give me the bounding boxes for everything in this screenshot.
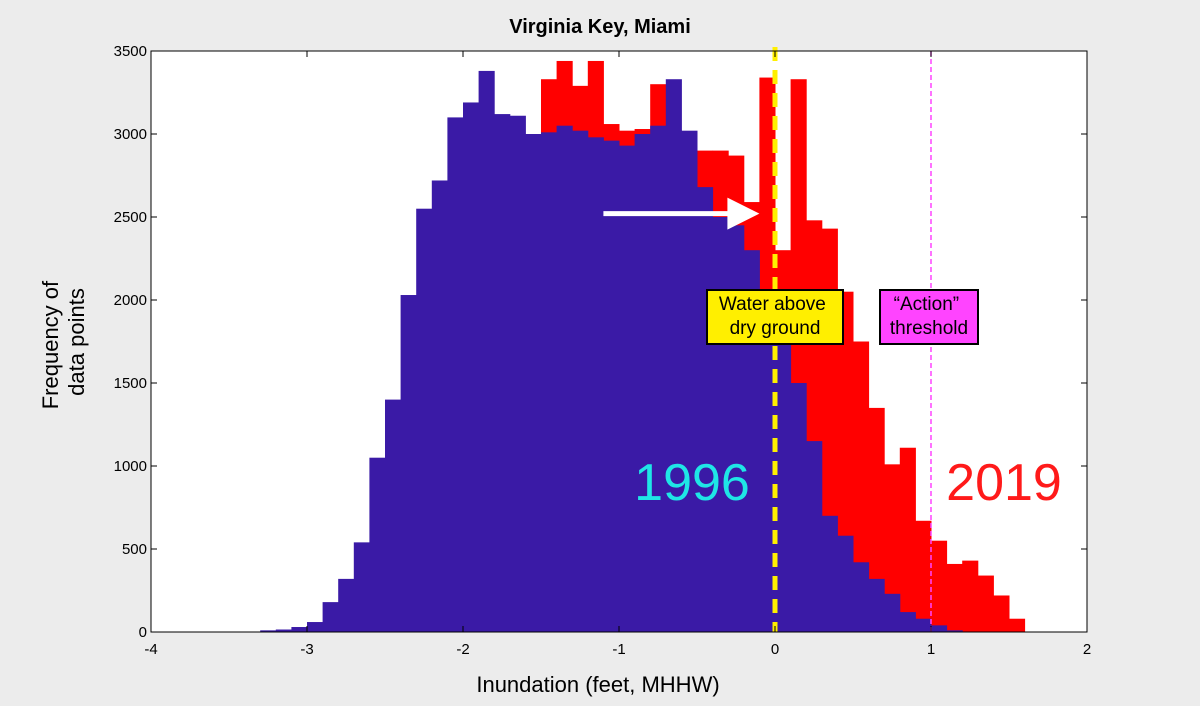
series-1996-bar xyxy=(634,134,651,632)
y-tick-label: 500 xyxy=(122,541,147,558)
series-1996-bar xyxy=(431,180,448,633)
series-2019-bar xyxy=(853,341,870,632)
series-1996-bar xyxy=(743,250,760,632)
x-tick-label: 1 xyxy=(927,641,935,658)
x-axis-label: Inundation (feet, MHHW) xyxy=(476,672,719,697)
series-1996-bar xyxy=(307,622,324,632)
series-1996-bar xyxy=(619,145,636,632)
y-tick-label: 1500 xyxy=(114,375,147,392)
label-2019: 2019 xyxy=(946,454,1062,512)
series-1996-bar xyxy=(338,578,355,632)
label-1996: 1996 xyxy=(634,454,750,512)
x-tick-label: -2 xyxy=(456,641,469,658)
y-tick-label: 3000 xyxy=(114,126,147,143)
y-tick-label: 2500 xyxy=(114,209,147,226)
series-1996-bar xyxy=(400,295,417,632)
action-threshold-label: “Action” threshold xyxy=(890,294,968,339)
dry-ground-box xyxy=(706,289,844,345)
dry-ground-label-line-2: dry ground xyxy=(730,318,821,339)
series-1996-bar xyxy=(587,137,604,632)
x-tick-label: 0 xyxy=(771,641,779,658)
x-axis-ticks: -4 -3 -2 -1 0 1 2 xyxy=(144,51,1091,658)
series-1996-bar xyxy=(416,208,433,632)
series-2019-bar xyxy=(884,464,901,632)
dry-ground-label-line-1: Water above xyxy=(719,294,826,315)
series-1996-bar xyxy=(463,102,480,632)
series-1996-bar xyxy=(821,515,838,632)
series-2019-bar xyxy=(977,575,994,632)
series-1996-bar xyxy=(681,130,698,632)
series-1996-bar xyxy=(494,114,511,632)
series-1996-bar xyxy=(275,629,292,632)
dry-ground-annotation: Water above dry ground xyxy=(706,289,844,345)
series-2019-bar xyxy=(993,595,1010,632)
series-1996-bar xyxy=(509,115,526,633)
y-tick-label: 2000 xyxy=(114,292,147,309)
series-1996-bar xyxy=(556,125,573,632)
series-2019-bar xyxy=(1009,618,1026,632)
series-1996-bar xyxy=(478,70,495,633)
series-1996-bar xyxy=(447,117,464,632)
series-1996-bar xyxy=(260,630,277,632)
x-tick-label: -3 xyxy=(300,641,313,658)
x-tick-label: -4 xyxy=(144,641,157,658)
chart-title: Virginia Key, Miami xyxy=(509,16,691,38)
series-2019-bar xyxy=(946,563,963,632)
x-tick-label: 2 xyxy=(1083,641,1091,658)
series-1996-bar xyxy=(697,187,714,632)
x-tick-label: -1 xyxy=(612,641,625,658)
series-1996-bar xyxy=(369,457,386,632)
series-1996-bar xyxy=(853,562,870,632)
action-threshold-box xyxy=(879,289,979,345)
series-1996-bar xyxy=(572,130,589,632)
action-threshold-label-line-1: “Action” xyxy=(894,294,959,315)
y-axis-label-line-1: Frequency of xyxy=(38,280,63,409)
series-1996-bar xyxy=(884,593,901,632)
series-1996-bar xyxy=(946,630,963,632)
series-2019-bar xyxy=(962,560,979,632)
series-2019-bar xyxy=(868,407,885,632)
series-1996-bar xyxy=(650,125,667,632)
series-1996-bar xyxy=(759,300,776,632)
series-1996-bar xyxy=(899,612,916,632)
series-1996-bar xyxy=(728,225,745,633)
series-1996-bar xyxy=(525,134,542,632)
action-threshold-annotation: “Action” threshold xyxy=(879,289,979,345)
series-1996-bar xyxy=(322,602,339,632)
series-2019-bar xyxy=(931,540,948,632)
series-1996-bar xyxy=(837,535,854,632)
dry-ground-label: Water above dry ground xyxy=(719,294,831,339)
series-1996-bar xyxy=(868,578,885,632)
series-1996-bar xyxy=(806,441,823,632)
y-tick-label: 3500 xyxy=(114,43,147,60)
shift-arrow xyxy=(603,197,760,230)
y-tick-label: 0 xyxy=(139,624,147,641)
series-1996-bar xyxy=(790,383,807,632)
series-1996-bar xyxy=(291,627,308,632)
y-axis-ticks: 0 500 1000 1500 2000 2500 3000 3500 xyxy=(114,43,1087,641)
series-1996-bar xyxy=(603,140,620,632)
y-axis-label-line-2: data points xyxy=(64,288,89,396)
y-tick-label: 1000 xyxy=(114,458,147,475)
series-1996-bar xyxy=(665,79,682,633)
series-1996-bar xyxy=(541,132,558,632)
series-1996-bar xyxy=(931,625,948,632)
series-2019-bar xyxy=(899,447,916,632)
series-1996-bar xyxy=(385,399,402,632)
action-threshold-label-line-2: threshold xyxy=(890,318,968,339)
series-1996-bar xyxy=(712,217,729,632)
series-2019-bar xyxy=(915,520,932,632)
shift-arrow-head xyxy=(727,197,760,230)
y-axis-label: Frequency of data points xyxy=(38,275,89,410)
series-1996-bar xyxy=(775,311,792,632)
series-1996-bar xyxy=(915,618,932,632)
series-1996-bar xyxy=(353,542,370,632)
